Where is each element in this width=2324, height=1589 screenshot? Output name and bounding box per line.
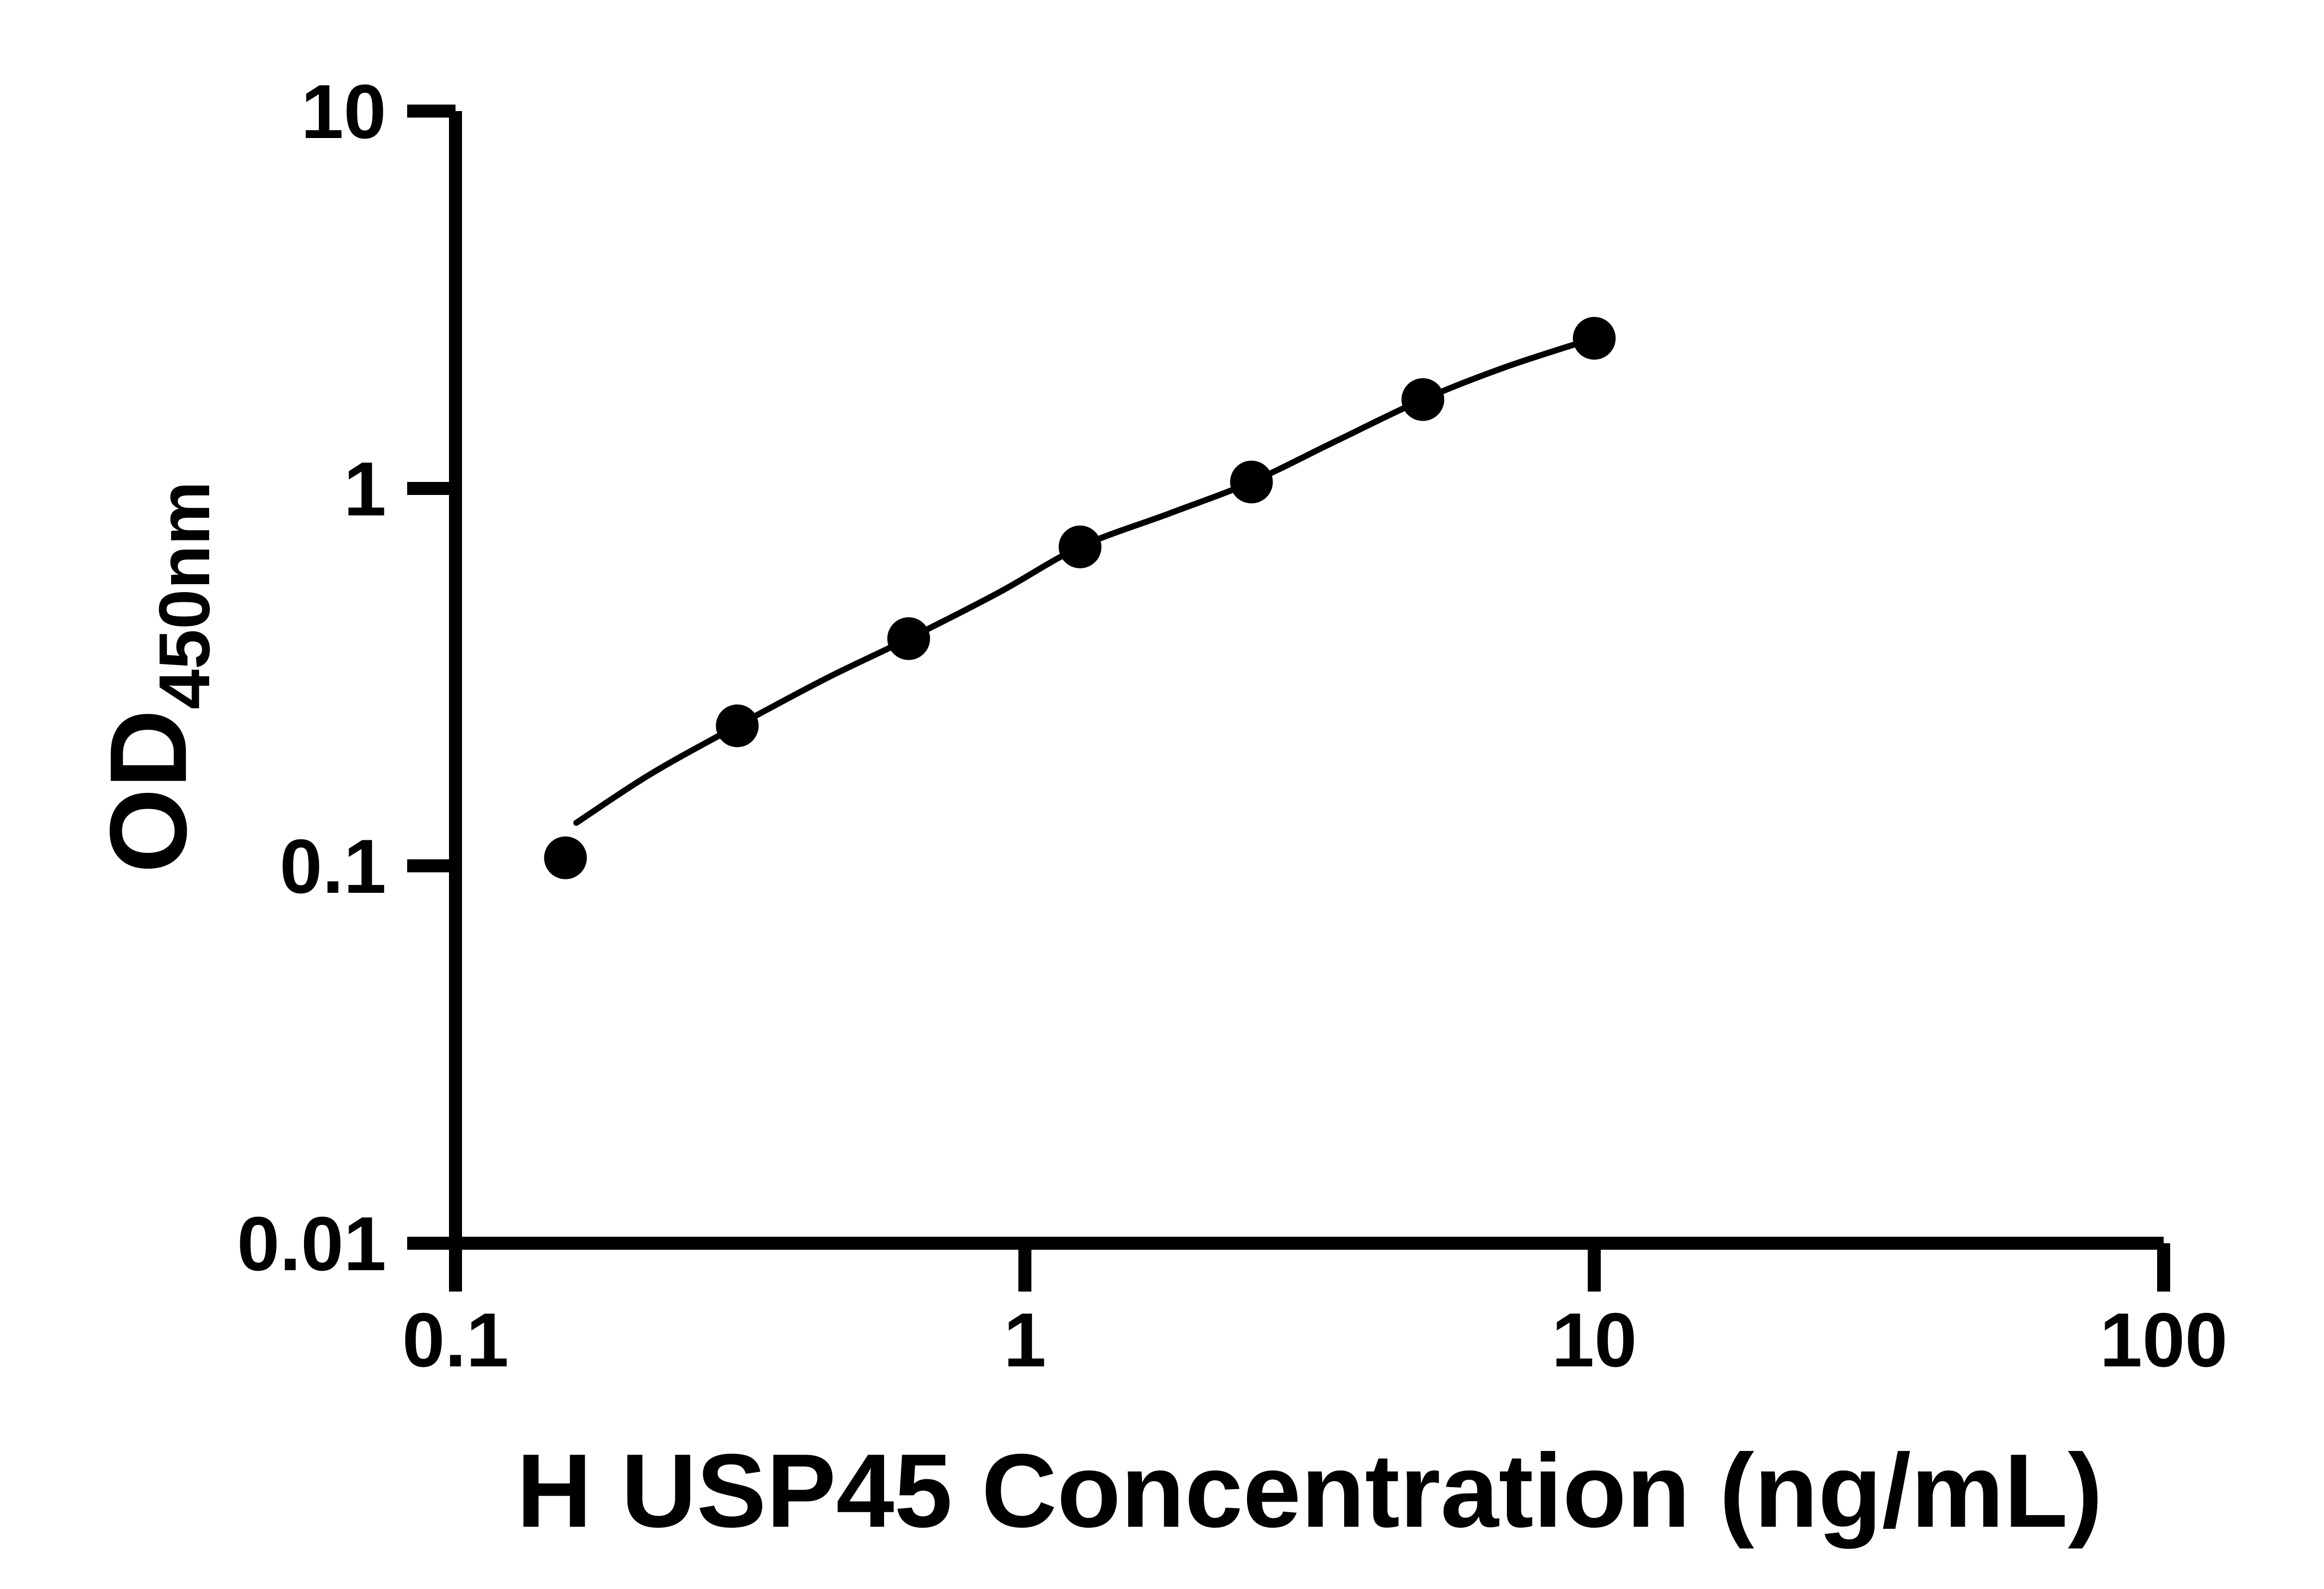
x-tick-label: 100	[2100, 1297, 2227, 1383]
data-point	[1230, 461, 1273, 504]
y-tick-label: 0.01	[237, 1201, 386, 1286]
x-tick-label: 10	[1552, 1297, 1637, 1383]
x-tick-label: 0.1	[402, 1297, 508, 1383]
y-axis-title: OD450nm	[87, 481, 224, 873]
tick-marks	[407, 105, 2170, 1292]
x-axis-title: H USP45 Concentration (ng/mL)	[516, 1432, 2103, 1549]
y-axis-title-main: OD	[87, 709, 209, 873]
data-points-group	[544, 316, 1616, 879]
data-point	[1573, 316, 1616, 360]
y-tick-label: 0.1	[280, 824, 386, 909]
data-point	[544, 836, 587, 879]
y-tick-label: 1	[343, 446, 386, 532]
axes	[449, 111, 2164, 1250]
data-point	[1401, 378, 1445, 421]
trend-line	[573, 335, 1598, 826]
data-point	[887, 617, 930, 660]
trend-line-group	[573, 335, 1598, 826]
data-point	[1058, 525, 1102, 568]
data-point	[716, 704, 759, 747]
y-axis-title-subscript: 450nm	[144, 481, 224, 709]
axis-spines	[449, 111, 2164, 1250]
y-tick-label: 10	[301, 69, 386, 154]
x-tick-label: 1	[1004, 1297, 1046, 1383]
